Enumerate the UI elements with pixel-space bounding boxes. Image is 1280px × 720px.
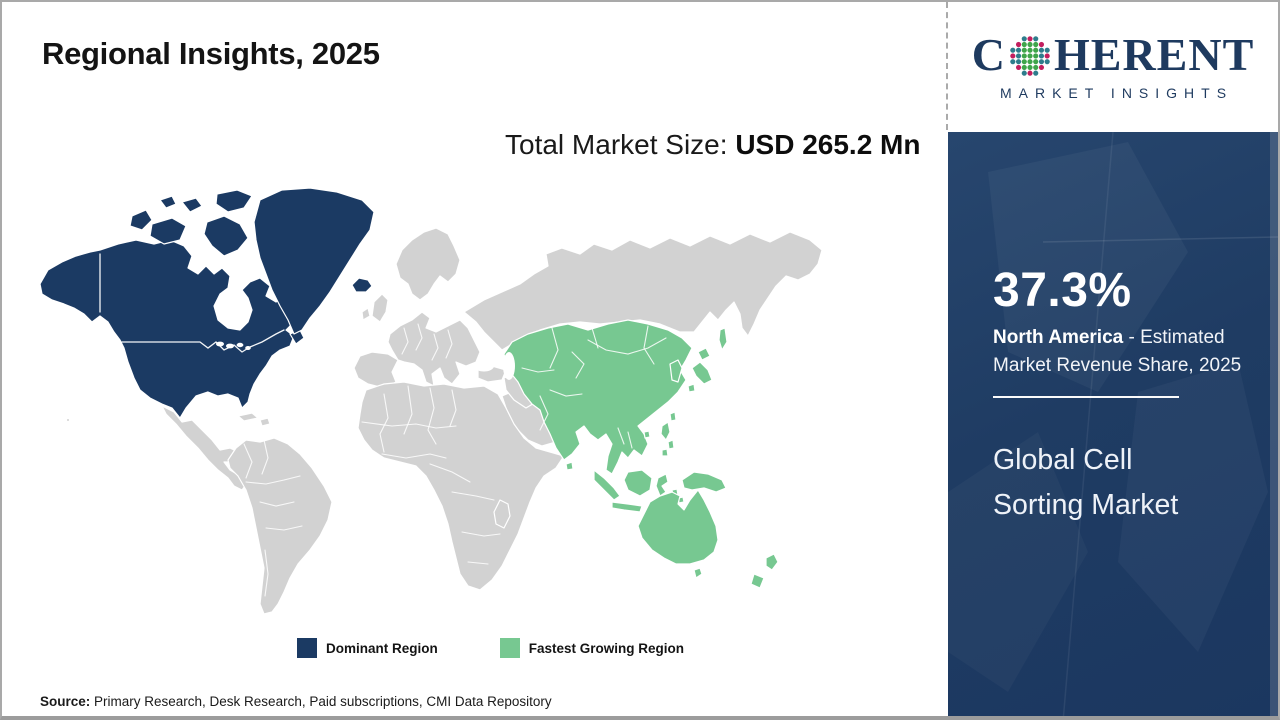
na-share-description: North America - Estimated Market Revenue… [993, 324, 1245, 380]
region-rest-of-world [65, 227, 823, 615]
source-label: Source: [40, 694, 91, 709]
dominant-region-swatch [297, 638, 317, 658]
na-share-rest: - Estimated Market Revenue Share, 2025 [993, 327, 1242, 377]
brand-subtitle: MARKET INSIGHTS [999, 84, 1234, 101]
brand-letter-c: C [971, 28, 1006, 80]
us-canada-border-line [121, 329, 285, 353]
page-title: Regional Insights, 2025 [42, 36, 380, 71]
total-market-size-label: Total Market Size: [505, 129, 736, 160]
world-map-svg [39, 187, 823, 615]
map-legend: Dominant Region Fastest Growing Region [297, 638, 684, 658]
panel-content: 37.3% North America - Estimated Market R… [948, 132, 1278, 528]
total-market-size: Total Market Size: USD 265.2 Mn [505, 126, 925, 164]
caspian-sea [503, 352, 515, 380]
world-map [32, 182, 942, 642]
source-line: Source: Primary Research, Desk Research,… [40, 694, 552, 709]
fastest-region-swatch [499, 638, 520, 658]
region-asia-pacific [503, 319, 779, 589]
panel-edge-strip [1270, 132, 1278, 716]
legend-item-fastest: Fastest Growing Region [499, 638, 685, 658]
source-text: Primary Research, Desk Research, Paid su… [90, 694, 552, 709]
total-market-size-value: USD 265.2 Mn [735, 129, 921, 160]
black-sea [474, 360, 494, 372]
brand-logo: C HERENT MARKET INSIGHTS [946, 2, 1278, 130]
market-name: Global Cell Sorting Market [993, 444, 1179, 522]
na-share-region: North America [993, 327, 1124, 349]
na-share-value: 37.3% [993, 264, 1132, 317]
info-panel: 37.3% North America - Estimated Market R… [948, 132, 1278, 716]
country-borders [243, 323, 667, 597]
fastest-region-label: Fastest Growing Region [528, 640, 685, 656]
brand-letters-rest: HERENT [1053, 28, 1255, 80]
globe-dots-icon [1010, 35, 1050, 76]
region-north-america [39, 187, 375, 419]
legend-item-dominant: Dominant Region [297, 638, 438, 658]
brand-wordmark: C HERENT [971, 28, 1255, 80]
dominant-region-label: Dominant Region [326, 640, 438, 656]
panel-divider [993, 396, 1179, 399]
